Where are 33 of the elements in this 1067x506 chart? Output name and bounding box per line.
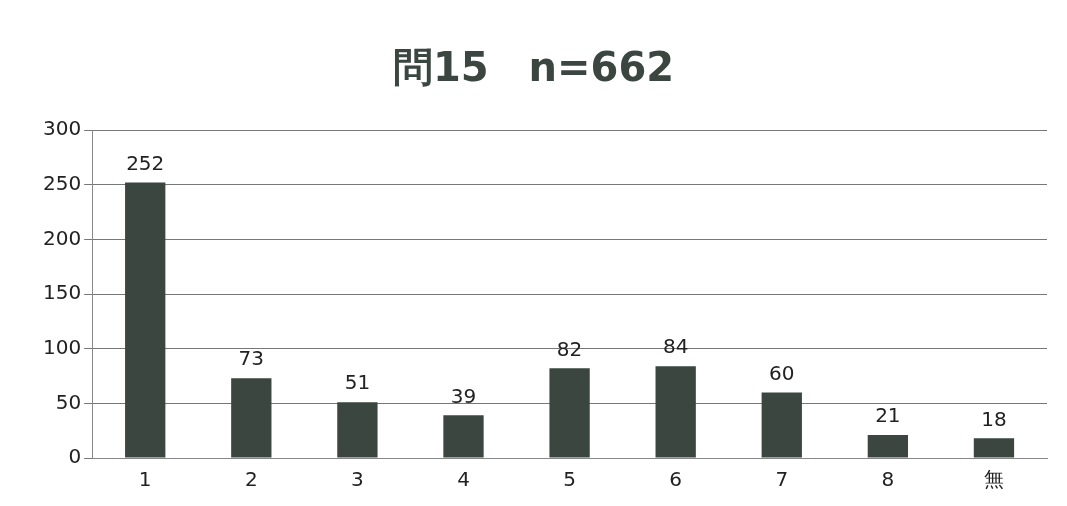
data-label: 51 [344,370,371,395]
bar [125,182,166,458]
y-tick-label: 300 [42,116,82,141]
x-tick-label: 4 [457,467,470,492]
bar [867,435,909,458]
x-tick-label: 無 [983,467,1004,492]
y-tick-label: 200 [42,225,82,250]
y-tick-label: 100 [42,334,82,359]
chart-title: 問15 n=662 [391,43,676,92]
bar [761,392,802,458]
x-tick-label: 3 [351,467,364,492]
x-tick-label: 5 [563,467,576,492]
data-label: 18 [981,406,1007,431]
y-tick-label: 50 [55,389,82,414]
data-label: 252 [126,150,165,175]
x-tick-label: 1 [138,467,152,492]
bar [337,402,378,458]
y-tick-label: 150 [42,280,82,305]
y-tick-label: 250 [42,170,82,195]
data-label: 60 [769,360,795,385]
data-label: 73 [238,346,265,371]
data-label: 39 [450,383,477,408]
bar [549,368,590,458]
bar [973,438,1015,458]
y-tick-label: 0 [68,444,82,469]
data-label: 21 [875,403,901,428]
bar [231,378,272,458]
x-tick-label: 6 [669,467,683,492]
x-tick-label: 7 [775,467,789,492]
bar [655,366,696,458]
bar [443,415,484,458]
x-tick-label: 8 [881,467,895,492]
x-tick-label: 2 [244,467,258,492]
